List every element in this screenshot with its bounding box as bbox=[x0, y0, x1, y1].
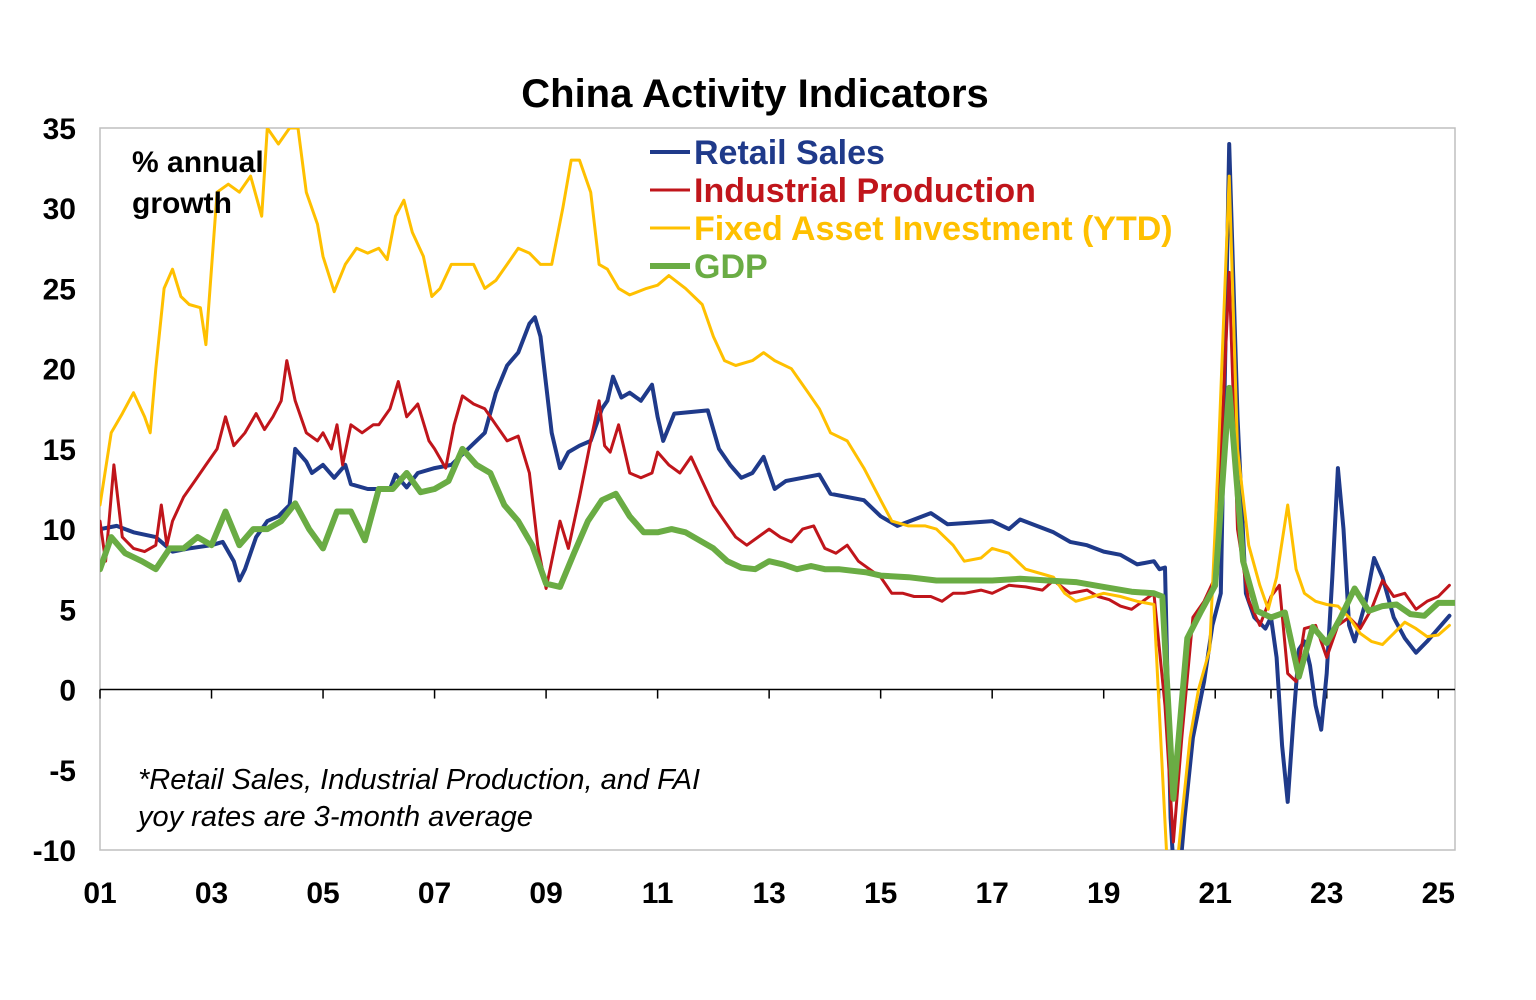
unit-label-line-1: % annual bbox=[132, 146, 264, 179]
y-tick-label: 0 bbox=[59, 675, 76, 708]
series-line-retail-sales bbox=[100, 142, 1452, 850]
x-tick-label: 01 bbox=[83, 877, 116, 910]
x-tick-label: 07 bbox=[418, 877, 451, 910]
y-axis-tick-labels: 35 30 25 20 15 10 5 0 -5 -10 bbox=[33, 113, 76, 868]
x-tick-label: 05 bbox=[306, 877, 339, 910]
legend-label-fixed-asset-investment-ytd: Fixed Asset Investment (YTD) bbox=[694, 210, 1173, 248]
x-axis: 01 03 05 07 09 11 13 15 17 19 21 23 25 bbox=[83, 688, 1455, 910]
note-line-2: yoy rates are 3-month average bbox=[136, 801, 533, 833]
legend-label-gdp: GDP bbox=[694, 248, 768, 286]
x-tick-label: 21 bbox=[1199, 877, 1232, 910]
legend-label-industrial-production: Industrial Production bbox=[694, 172, 1036, 210]
plot-area-border bbox=[99, 127, 1456, 851]
x-tick-label: 17 bbox=[975, 877, 1008, 910]
x-tick-label: 13 bbox=[752, 877, 785, 910]
legend-label-retail-sales: Retail Sales bbox=[694, 134, 885, 172]
series-line-gdp bbox=[100, 384, 1455, 802]
x-tick-label: 23 bbox=[1310, 877, 1343, 910]
x-tick-label: 09 bbox=[529, 877, 562, 910]
y-tick-label: 35 bbox=[43, 113, 76, 146]
x-tick-label: 03 bbox=[195, 877, 228, 910]
x-tick-label: 25 bbox=[1422, 877, 1455, 910]
note-line-1: *Retail Sales, Industrial Production, an… bbox=[138, 764, 700, 796]
y-tick-label: 5 bbox=[59, 594, 76, 627]
x-tick-label: 19 bbox=[1087, 877, 1120, 910]
y-tick-label: 10 bbox=[43, 514, 76, 547]
chart-title: China Activity Indicators bbox=[521, 72, 989, 116]
y-tick-label: -5 bbox=[49, 755, 76, 788]
series-line-fixed-asset-investment-ytd bbox=[100, 128, 1451, 850]
series-lines bbox=[100, 128, 1455, 850]
y-tick-label: 30 bbox=[43, 193, 76, 226]
x-tick-label: 15 bbox=[864, 877, 897, 910]
y-tick-label: -10 bbox=[33, 835, 76, 868]
y-tick-label: 25 bbox=[43, 273, 76, 306]
y-tick-label: 15 bbox=[43, 434, 76, 467]
x-tick-label: 11 bbox=[642, 877, 674, 910]
unit-label-line-2: growth bbox=[132, 187, 232, 220]
y-tick-label: 20 bbox=[43, 354, 76, 387]
